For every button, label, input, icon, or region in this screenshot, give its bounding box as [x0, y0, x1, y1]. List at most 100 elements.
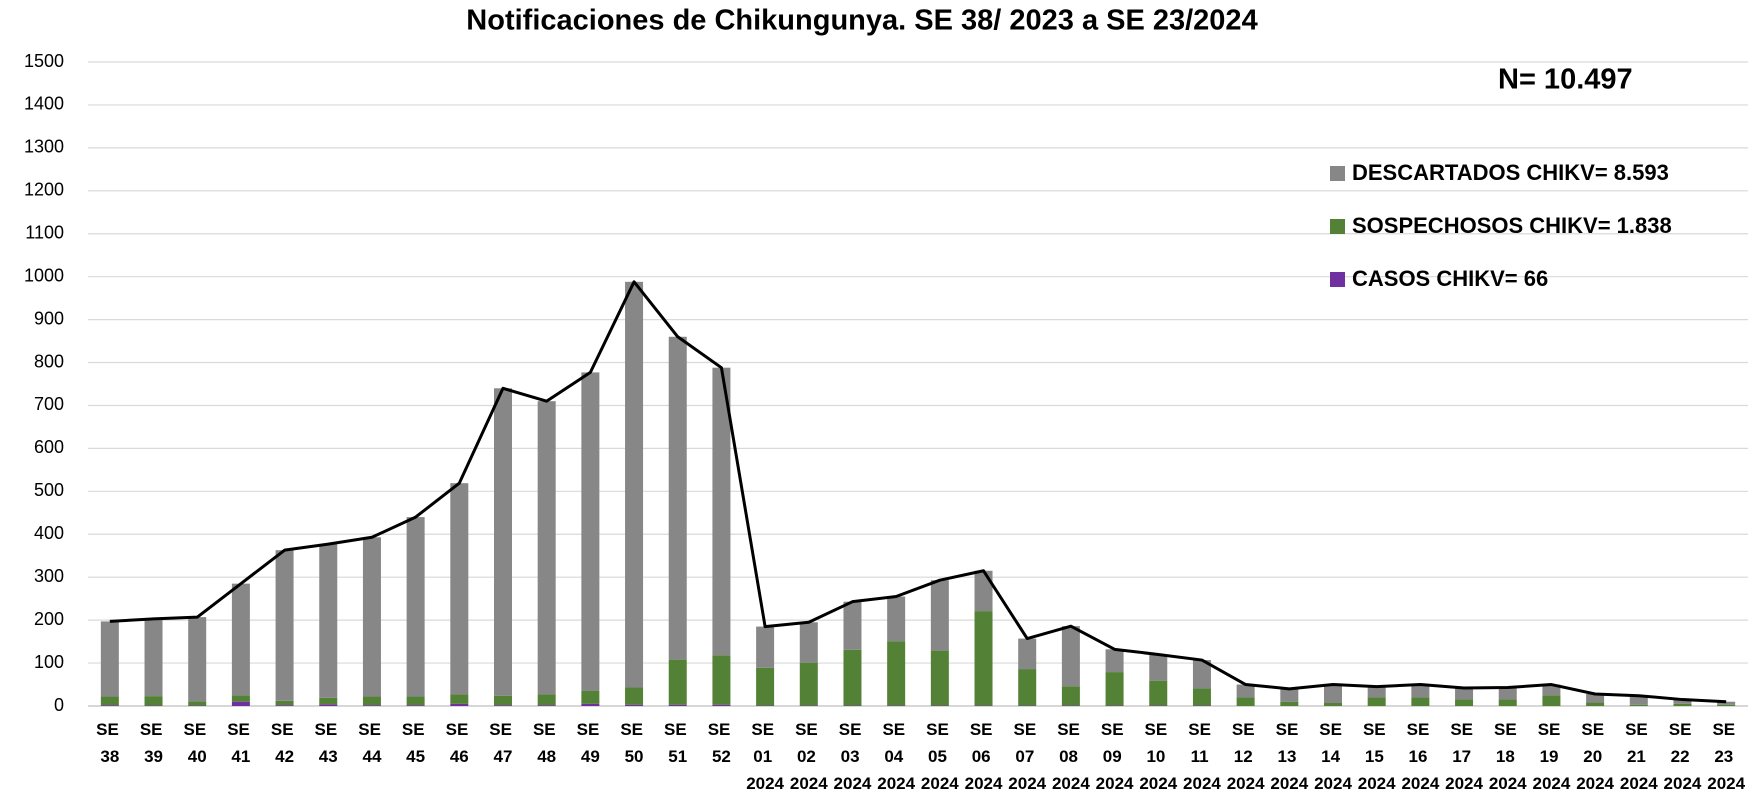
- legend-label: SOSPECHOSOS CHIKV= 1.838: [1352, 213, 1672, 238]
- bar-segment: [537, 694, 556, 706]
- y-tick-label: 1200: [24, 180, 64, 200]
- bar-segment: [1542, 695, 1561, 706]
- x-tick-label: SE 40: [184, 720, 211, 766]
- legend-swatch: [1330, 272, 1345, 287]
- bar-segment: [668, 659, 687, 705]
- bar-segment: [1105, 649, 1124, 673]
- bar-segment: [100, 621, 119, 697]
- y-tick-label: 200: [34, 609, 64, 629]
- bar-segment: [362, 537, 381, 697]
- bar-segment: [188, 701, 207, 706]
- bar-segment: [756, 626, 775, 668]
- bar-segment: [100, 705, 119, 706]
- bar-segment: [494, 705, 512, 706]
- x-tick-label: SE 50: [620, 720, 647, 766]
- bar-segment: [974, 570, 993, 612]
- x-tick-label: SE 15 2024: [1358, 720, 1396, 793]
- x-tick-label: SE 04 2024: [877, 720, 915, 793]
- bar-segment: [1324, 702, 1342, 706]
- x-tick-label: SE 14 2024: [1314, 720, 1352, 793]
- x-tick-label: SE 17 2024: [1445, 720, 1483, 793]
- bar-segment: [450, 694, 469, 704]
- bar-segment: [799, 662, 818, 706]
- bar-segment: [1236, 697, 1255, 706]
- x-tick-label: SE 42: [271, 720, 298, 766]
- bar-segment: [1717, 701, 1736, 705]
- x-tick-label: SE 07 2024: [1008, 720, 1046, 793]
- legend-swatch: [1330, 166, 1345, 181]
- bar-segment: [1455, 699, 1474, 706]
- bar-segment: [275, 705, 294, 706]
- bar-segment: [362, 705, 381, 706]
- x-tick-label: SE 09 2024: [1096, 720, 1134, 793]
- x-tick-label: SE 49: [577, 720, 604, 766]
- bar-segment: [1324, 684, 1342, 703]
- x-tick-label: SE 06 2024: [965, 720, 1003, 793]
- bar-segment: [362, 696, 381, 706]
- x-tick-label: SE 39: [140, 720, 167, 766]
- bar-segment: [275, 550, 294, 701]
- y-tick-label: 0: [54, 695, 64, 715]
- bar-segment: [1498, 699, 1517, 706]
- bar-segment: [1105, 672, 1124, 706]
- bar-segment: [930, 580, 949, 651]
- bar-segment: [712, 655, 731, 705]
- bar-segment: [1192, 660, 1211, 689]
- x-tick-label: SE 22 2024: [1664, 720, 1702, 793]
- x-tick-label: SE 11 2024: [1183, 720, 1221, 793]
- x-tick-label: SE 46: [446, 720, 473, 766]
- bar-segment: [799, 622, 818, 663]
- legend-swatch: [1330, 219, 1345, 234]
- bar-segment: [625, 687, 644, 705]
- x-tick-label: SE 52: [708, 720, 735, 766]
- bar-segment: [1061, 686, 1080, 706]
- bar-segment: [1280, 688, 1299, 702]
- x-tick-label: SE 41: [227, 720, 254, 766]
- bar-segment: [231, 695, 250, 702]
- bar-segment: [144, 618, 163, 697]
- x-tick-label: SE 05 2024: [921, 720, 959, 793]
- bar-segment: [1629, 704, 1648, 706]
- bar-segment: [275, 700, 294, 706]
- x-tick-label: SE 03 2024: [834, 720, 872, 793]
- bar-segment: [887, 641, 906, 706]
- bar-segment: [1673, 703, 1692, 706]
- bar-segment: [494, 388, 512, 696]
- bar-segment: [450, 483, 469, 695]
- bar-segment: [1673, 699, 1692, 704]
- y-tick-label: 1000: [24, 265, 64, 285]
- bar-segment: [1018, 638, 1037, 670]
- bar-segment: [1018, 669, 1037, 706]
- y-tick-label: 1100: [25, 222, 64, 242]
- bar-segment: [537, 705, 556, 706]
- x-tick-label: SE 45: [402, 720, 429, 766]
- bar-segment: [406, 696, 425, 706]
- x-tick-label: SE 18 2024: [1489, 720, 1527, 793]
- y-tick-label: 300: [34, 566, 64, 586]
- y-tick-label: 500: [34, 480, 64, 500]
- x-tick-label: SE 44: [358, 720, 385, 766]
- annotation: N= 10.497: [1498, 64, 1633, 96]
- bar-segment: [1717, 704, 1736, 706]
- x-tick-label: SE 13 2024: [1270, 720, 1308, 793]
- bar-segment: [1411, 684, 1430, 698]
- x-tick-label: SE 01 2024: [746, 720, 784, 793]
- x-tick-label: SE 43: [315, 720, 342, 766]
- x-tick-label: SE 16 2024: [1401, 720, 1439, 793]
- bar-segment: [1236, 684, 1255, 698]
- legend-label: CASOS CHIKV= 66: [1352, 266, 1548, 291]
- y-tick-label: 900: [34, 308, 64, 328]
- bar-segment: [494, 695, 512, 706]
- bar-segment: [581, 703, 600, 706]
- x-tick-label: SE 38: [96, 720, 123, 766]
- x-tick-label: SE 21 2024: [1620, 720, 1658, 793]
- bar-segment: [1367, 697, 1386, 706]
- bar-segment: [668, 704, 687, 706]
- x-tick-label: SE 02 2024: [790, 720, 828, 793]
- bar-segment: [319, 544, 338, 698]
- bar-segment: [1192, 688, 1211, 706]
- y-tick-label: 800: [34, 351, 64, 371]
- y-tick-label: 600: [34, 437, 64, 457]
- bar-segment: [756, 667, 775, 706]
- bar-segment: [1367, 686, 1386, 698]
